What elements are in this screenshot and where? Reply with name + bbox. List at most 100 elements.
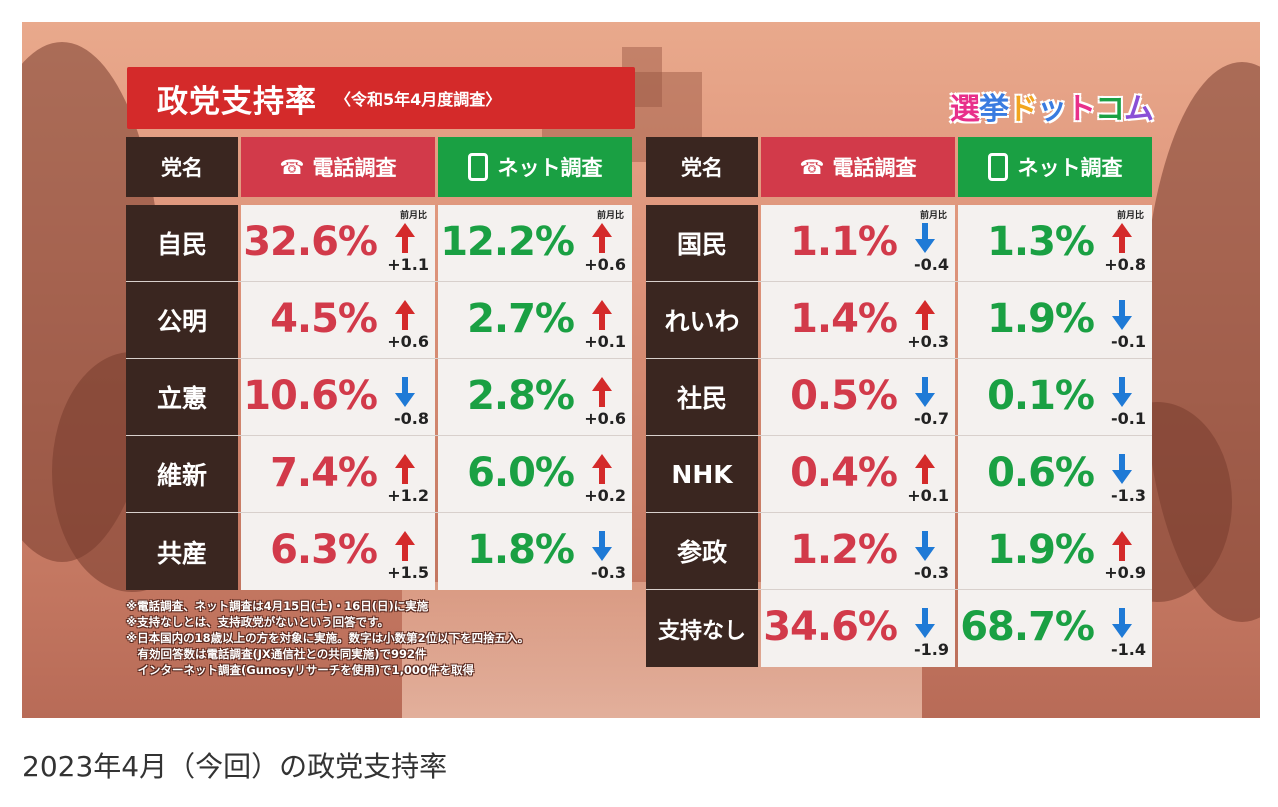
logo-char: ム — [1124, 92, 1154, 127]
delta-value: +0.8 — [1104, 255, 1146, 274]
header-phone-label: 電話調査 — [832, 156, 917, 180]
net-cell: 2.7% +0.1 — [438, 282, 632, 358]
net-cell: 2.8% +0.6 — [438, 359, 632, 435]
percent-value: 10.6% — [243, 373, 378, 419]
phone-cell: 1.4% +0.3 — [761, 282, 955, 358]
arrow-up-icon — [395, 223, 415, 253]
table-left: 党名 ☎ 電話調査 ネット調査 自民 前月比 32.6% +1.1 前月比 12.2% +0.… — [126, 137, 632, 590]
delta-value: -0.1 — [1111, 332, 1146, 351]
header-party: 党名 — [646, 137, 758, 197]
footnote-line: インターネット調査(Gunosyリサーチを使用)で1,000件を取得 — [126, 663, 474, 677]
table-row: 自民 前月比 32.6% +1.1 前月比 12.2% +0.6 — [126, 205, 632, 282]
net-cell: 前月比 1.3% +0.8 — [958, 205, 1152, 281]
footnote-line: ※電話調査、ネット調査は4月15日(土)・16日(日)に実施 — [126, 599, 429, 613]
arrow-down-icon — [592, 531, 612, 561]
logo-char: 挙 — [979, 92, 1009, 127]
percent-value: 34.6% — [763, 604, 898, 650]
delta-value: +0.1 — [584, 332, 626, 351]
header-phone: ☎ 電話調査 — [761, 137, 955, 197]
percent-value: 2.7% — [467, 296, 575, 342]
table-row: 共産 6.3% +1.5 1.8% -0.3 — [126, 513, 632, 590]
delta-value: +0.2 — [584, 486, 626, 505]
percent-value: 1.9% — [987, 527, 1095, 573]
arrow-up-icon — [592, 223, 612, 253]
arrow-up-icon — [915, 300, 935, 330]
percent-value: 0.4% — [790, 450, 898, 496]
net-cell: 1.9% +0.9 — [958, 513, 1152, 589]
percent-value: 32.6% — [243, 219, 378, 265]
percent-value: 7.4% — [270, 450, 378, 496]
delta-value: -0.1 — [1111, 409, 1146, 428]
delta-value: -1.9 — [914, 640, 949, 659]
percent-value: 0.1% — [987, 373, 1095, 419]
percent-value: 0.5% — [790, 373, 898, 419]
title-banner: 政党支持率 〈令和5年4月度調査〉 — [127, 67, 635, 129]
phone-cell: 6.3% +1.5 — [241, 513, 435, 590]
arrow-down-icon — [1112, 300, 1132, 330]
infographic: 政党支持率 〈令和5年4月度調査〉 選挙ドットコム 党名 ☎ 電話調査 ネット調査… — [22, 22, 1260, 718]
chart-title: 政党支持率 — [157, 83, 317, 120]
party-name: 参政 — [646, 513, 758, 589]
logo: 選挙ドットコム — [950, 84, 1154, 128]
header-net-label: ネット調査 — [497, 156, 603, 180]
arrow-down-icon — [1112, 454, 1132, 484]
delta-value: +1.2 — [387, 486, 429, 505]
footnote-line: 有効回答数は電話調査(JX通信社との共同実施)で992件 — [126, 647, 427, 661]
footnote-line: ※日本国内の18歳以上の方を対象に実施。数字は小数第2位以下を四捨五入。 — [126, 631, 530, 645]
header-phone-label: 電話調査 — [312, 156, 397, 180]
percent-value: 2.8% — [467, 373, 575, 419]
party-name: 自民 — [126, 205, 238, 281]
delta-value: +0.6 — [584, 409, 626, 428]
party-name: 共産 — [126, 513, 238, 590]
table-row: 支持なし 34.6% -1.9 68.7% -1.4 — [646, 590, 1152, 667]
header-net: ネット調査 — [438, 137, 632, 197]
table-body-right: 国民 前月比 1.1% -0.4 前月比 1.3% +0.8 れいわ 1.4% +0.3 1.9% -… — [646, 205, 1152, 667]
delta-value: -0.4 — [914, 255, 949, 274]
percent-value: 12.2% — [440, 219, 575, 265]
arrow-down-icon — [915, 377, 935, 407]
percent-value: 6.0% — [467, 450, 575, 496]
percent-value: 1.4% — [790, 296, 898, 342]
header-party: 党名 — [126, 137, 238, 197]
table-row: 参政 1.2% -0.3 1.9% +0.9 — [646, 513, 1152, 590]
arrow-up-icon — [395, 300, 415, 330]
logo-char: コ — [1095, 92, 1125, 127]
header-net: ネット調査 — [958, 137, 1152, 197]
smartphone-icon — [987, 153, 1008, 181]
table-body-left: 自民 前月比 32.6% +1.1 前月比 12.2% +0.6 公明 4.5% +0.6 2.7%… — [126, 205, 632, 590]
phone-cell: 7.4% +1.2 — [241, 436, 435, 512]
percent-value: 1.9% — [987, 296, 1095, 342]
phone-cell: 前月比 32.6% +1.1 — [241, 205, 435, 281]
phone-cell: 34.6% -1.9 — [761, 590, 955, 667]
header-row: 党名 ☎ 電話調査 ネット調査 — [126, 137, 632, 197]
party-name: 立憲 — [126, 359, 238, 435]
image-caption: 2023年4月（今回）の政党支持率 — [22, 750, 448, 783]
prev-month-label: 前月比 — [919, 211, 947, 221]
percent-value: 4.5% — [270, 296, 378, 342]
phone-cell: 0.4% +0.1 — [761, 436, 955, 512]
phone-cell: 1.2% -0.3 — [761, 513, 955, 589]
delta-value: +0.9 — [1104, 563, 1146, 582]
prev-month-label: 前月比 — [399, 211, 427, 221]
arrow-up-icon — [1112, 223, 1132, 253]
delta-value: -1.4 — [1111, 640, 1146, 659]
arrow-down-icon — [915, 608, 935, 638]
arrow-down-icon — [915, 531, 935, 561]
table-right: 党名 ☎ 電話調査 ネット調査 国民 前月比 1.1% -0.4 前月比 1.3% +0.8 れ… — [646, 137, 1152, 667]
table-row: 維新 7.4% +1.2 6.0% +0.2 — [126, 436, 632, 513]
party-name: NHK — [646, 436, 758, 512]
net-cell: 6.0% +0.2 — [438, 436, 632, 512]
net-cell: 0.1% -0.1 — [958, 359, 1152, 435]
phone-cell: 10.6% -0.8 — [241, 359, 435, 435]
delta-value: +0.6 — [584, 255, 626, 274]
net-cell: 0.6% -1.3 — [958, 436, 1152, 512]
party-name: 支持なし — [646, 590, 758, 667]
header-phone: ☎ 電話調査 — [241, 137, 435, 197]
delta-value: -0.3 — [914, 563, 949, 582]
arrow-up-icon — [1112, 531, 1132, 561]
delta-value: +0.6 — [387, 332, 429, 351]
arrow-down-icon — [395, 377, 415, 407]
delta-value: +1.1 — [387, 255, 429, 274]
percent-value: 1.2% — [790, 527, 898, 573]
arrow-up-icon — [395, 454, 415, 484]
